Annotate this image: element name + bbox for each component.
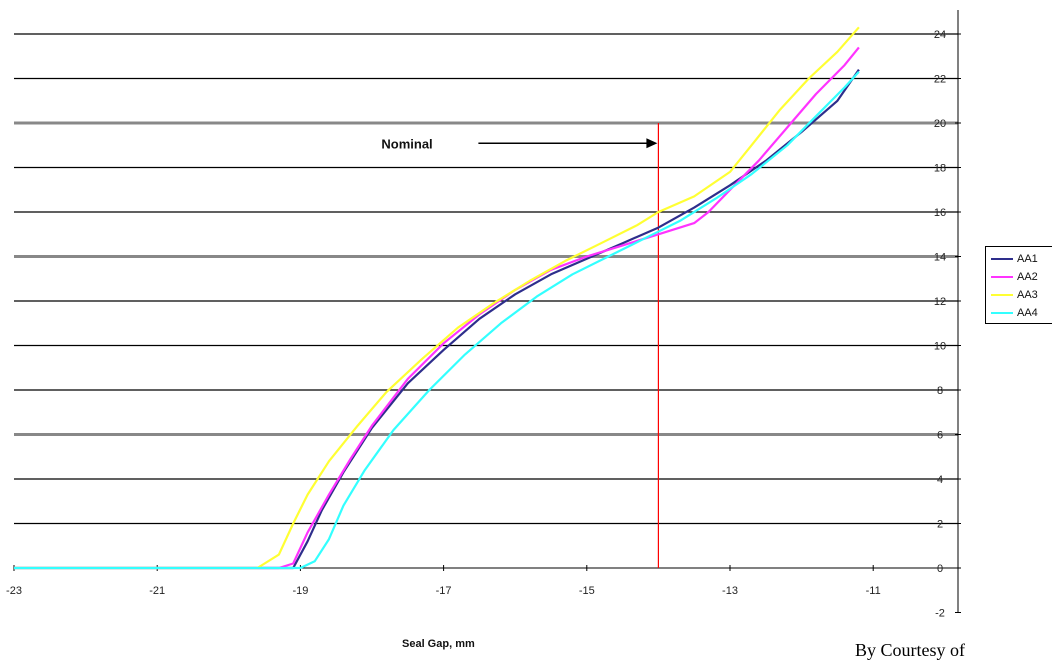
y-tick-label: -2: [935, 608, 945, 620]
y-tick-label: 6: [937, 430, 943, 442]
legend-item-aa4: AA4: [991, 304, 1052, 322]
x-axis-label: Seal Gap, mm: [402, 638, 475, 650]
credit-text: By Courtesy of: [855, 640, 965, 660]
x-tick-label: -21: [149, 585, 165, 597]
nominal-arrowhead: [646, 138, 658, 149]
y-tick-label: 10: [934, 341, 946, 353]
series-line-aa2: [14, 46, 860, 570]
legend: AA1 AA2 AA3 AA4: [985, 246, 1052, 324]
y-tick-label: 2: [937, 519, 943, 531]
legend-item-aa3: AA3: [991, 286, 1052, 304]
x-tick-label: -15: [579, 585, 595, 597]
legend-label-aa2: AA2: [1017, 271, 1038, 283]
y-tick-label: 24: [934, 29, 946, 41]
legend-label-aa1: AA1: [1017, 253, 1038, 265]
y-tick-label: 12: [934, 296, 946, 308]
x-tick-label: -11: [866, 585, 881, 597]
legend-item-aa1: AA1: [991, 250, 1052, 268]
legend-label-aa3: AA3: [1017, 289, 1038, 301]
series-line-aa3: [14, 26, 860, 570]
nominal-label: Nominal: [381, 136, 432, 151]
y-tick-label: 18: [934, 163, 946, 175]
series-lines: [14, 26, 860, 570]
gridlines: [14, 33, 958, 525]
y-tick-label: 16: [934, 207, 946, 219]
legend-swatch-aa2: [991, 276, 1013, 278]
y-tick-label: 8: [937, 385, 943, 397]
legend-swatch-aa1: [991, 258, 1013, 260]
legend-label-aa4: AA4: [1017, 307, 1038, 319]
x-tick-labels: -23 -21 -19 -17 -15 -13 -11: [6, 565, 881, 597]
series-line-aa4: [14, 71, 860, 570]
series-line-aa1: [14, 68, 860, 570]
nominal-annotation: Nominal: [381, 123, 660, 568]
legend-swatch-aa3: [991, 294, 1013, 296]
legend-item-aa2: AA2: [991, 268, 1052, 286]
x-tick-label: -23: [6, 585, 22, 597]
legend-swatch-aa4: [991, 312, 1013, 314]
y-tick-label: 14: [934, 252, 946, 264]
x-tick-label: -19: [292, 585, 308, 597]
x-tick-label: -17: [436, 585, 452, 597]
y-tick-label: 4: [937, 474, 943, 486]
y-tick-label: 22: [934, 74, 946, 86]
y-tick-label: 20: [934, 118, 946, 130]
y-tick-label: 0: [937, 563, 943, 575]
x-tick-label: -13: [722, 585, 738, 597]
